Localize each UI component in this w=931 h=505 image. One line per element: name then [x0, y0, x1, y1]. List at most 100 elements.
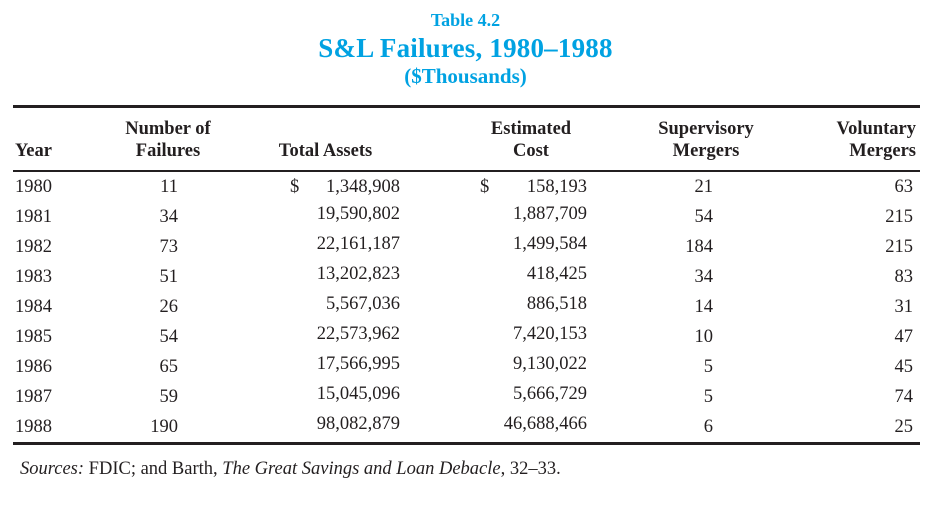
column-header-total-assets: Total Assets	[233, 107, 418, 172]
failures-cell: 51	[159, 266, 179, 287]
total-assets-cell: 98,082,879	[233, 412, 418, 444]
header-year-line2: Year	[15, 141, 52, 161]
source-note-text2: , 32–33.	[500, 459, 561, 479]
column-header-supervisory-mergers: Supervisory Mergers	[600, 107, 758, 172]
supervisory-mergers-cell: 5	[703, 386, 713, 407]
voluntary-mergers-cell: 215	[885, 236, 913, 257]
header-voluntary-line1: Voluntary	[836, 119, 916, 139]
total-assets-cell: 5,567,036	[233, 292, 418, 322]
source-work-title: The Great Savings and Loan Debacle	[222, 459, 501, 479]
total-assets-cell: 22,573,962	[233, 322, 418, 352]
failures-cell: 34	[159, 206, 179, 227]
failures-cell: 73	[159, 236, 179, 257]
header-supervisory-line2: Mergers	[672, 141, 740, 161]
supervisory-mergers-cell: 34	[694, 266, 714, 287]
table-row: 1980 11 $1,348,908 $158,193 21 63	[13, 171, 920, 202]
header-cost-line1: Estimated	[490, 119, 572, 139]
estimated-cost-cell: $158,193	[418, 171, 600, 202]
table-subtitle: ($Thousands)	[404, 64, 527, 88]
table-title: S&L Failures, 1980–1988	[318, 33, 613, 63]
table-row: 1987 59 15,045,096 5,666,729 5 74	[13, 382, 920, 412]
voluntary-mergers-cell: 25	[894, 416, 914, 437]
column-header-failures: Number of Failures	[103, 107, 233, 172]
failures-cell: 11	[160, 176, 178, 197]
currency-symbol: $	[290, 176, 300, 197]
supervisory-mergers-cell: 6	[703, 416, 713, 437]
amount: 886,518	[526, 293, 587, 314]
year-cell: 1988	[15, 416, 52, 437]
amount: 1,887,709	[513, 203, 587, 224]
amount: 19,590,802	[316, 203, 400, 224]
year-cell: 1980	[15, 176, 52, 197]
estimated-cost-cell: 9,130,022	[418, 352, 600, 382]
amount: 158,193	[526, 176, 587, 197]
header-voluntary-line2: Mergers	[849, 141, 916, 161]
year-cell: 1986	[15, 356, 52, 377]
header-cost-line2: Cost	[513, 141, 549, 161]
voluntary-mergers-cell: 215	[885, 206, 913, 227]
source-note: Sources: FDIC; and Barth, The Great Savi…	[20, 457, 931, 481]
supervisory-mergers-cell: 14	[694, 296, 714, 317]
failures-cell: 190	[150, 416, 178, 437]
voluntary-mergers-cell: 63	[894, 176, 914, 197]
total-assets-cell: 17,566,995	[233, 352, 418, 382]
amount: 418,425	[526, 263, 587, 284]
amount: 5,666,729	[513, 383, 587, 404]
table-row: 1984 26 5,567,036 886,518 14 31	[13, 292, 920, 322]
supervisory-mergers-cell: 21	[694, 176, 714, 197]
estimated-cost-cell: 5,666,729	[418, 382, 600, 412]
year-cell: 1987	[15, 386, 52, 407]
year-cell: 1984	[15, 296, 52, 317]
table-row: 1986 65 17,566,995 9,130,022 5 45	[13, 352, 920, 382]
currency-symbol: $	[480, 176, 490, 197]
voluntary-mergers-cell: 45	[894, 356, 914, 377]
failures-cell: 26	[159, 296, 179, 317]
source-note-text1: FDIC; and Barth,	[84, 459, 223, 479]
source-note-label: Sources:	[20, 459, 85, 479]
year-cell: 1981	[15, 206, 52, 227]
amount: 1,499,584	[513, 233, 587, 254]
failures-cell: 65	[159, 356, 179, 377]
header-assets-line2: Total Assets	[278, 141, 373, 161]
estimated-cost-cell: 1,887,709	[418, 202, 600, 232]
year-cell: 1982	[15, 236, 52, 257]
amount: 98,082,879	[316, 413, 400, 434]
amount: 7,420,153	[513, 323, 587, 344]
column-header-voluntary-mergers: Voluntary Mergers	[758, 107, 920, 172]
amount: 9,130,022	[513, 353, 587, 374]
supervisory-mergers-cell: 10	[694, 326, 714, 347]
amount: 15,045,096	[316, 383, 400, 404]
failures-cell: 59	[159, 386, 179, 407]
amount: 17,566,995	[316, 353, 400, 374]
supervisory-mergers-cell: 5	[703, 356, 713, 377]
estimated-cost-cell: 46,688,466	[418, 412, 600, 444]
amount: 13,202,823	[316, 263, 400, 284]
amount: 22,161,187	[316, 233, 400, 254]
header-failures-line1: Number of	[125, 119, 211, 139]
amount: 5,567,036	[326, 293, 400, 314]
estimated-cost-cell: 1,499,584	[418, 232, 600, 262]
header-failures-line2: Failures	[135, 141, 201, 161]
table-row: 1985 54 22,573,962 7,420,153 10 47	[13, 322, 920, 352]
amount: 22,573,962	[316, 323, 400, 344]
table-row: 1983 51 13,202,823 418,425 34 83	[13, 262, 920, 292]
column-header-year: Year	[13, 107, 103, 172]
header-row: Year Number of Failures Total Assets Est…	[13, 107, 920, 172]
voluntary-mergers-cell: 47	[894, 326, 914, 347]
header-supervisory-line1: Supervisory	[658, 119, 754, 139]
table-row: 1988 190 98,082,879 46,688,466 6 25	[13, 412, 920, 444]
supervisory-mergers-cell: 184	[685, 236, 713, 257]
year-cell: 1983	[15, 266, 52, 287]
voluntary-mergers-cell: 31	[894, 296, 914, 317]
table-row: 1982 73 22,161,187 1,499,584 184 215	[13, 232, 920, 262]
total-assets-cell: 13,202,823	[233, 262, 418, 292]
column-header-estimated-cost: Estimated Cost	[418, 107, 600, 172]
table-label: Table 4.2	[430, 10, 501, 30]
total-assets-cell: 22,161,187	[233, 232, 418, 262]
title-block: Table 4.2 S&L Failures, 1980–1988 ($Thou…	[0, 0, 931, 89]
total-assets-cell: 15,045,096	[233, 382, 418, 412]
voluntary-mergers-cell: 83	[894, 266, 914, 287]
year-cell: 1985	[15, 326, 52, 347]
total-assets-cell: 19,590,802	[233, 202, 418, 232]
